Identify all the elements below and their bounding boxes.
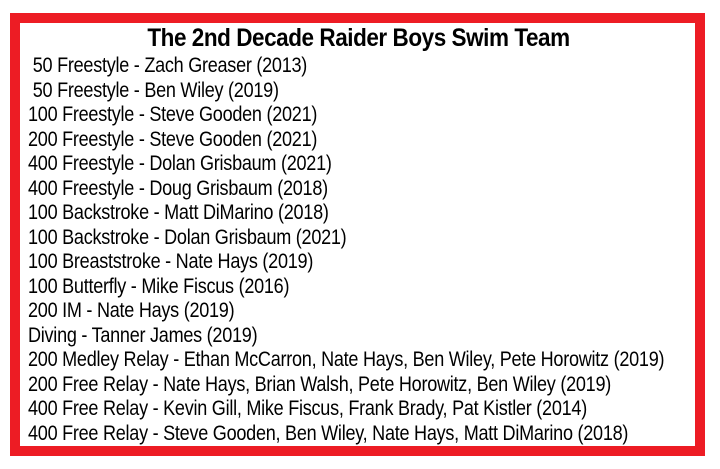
sign-content: The 2nd Decade Raider Boys Swim Team 50 … xyxy=(20,23,695,446)
record-line: 200 Medley Relay - Ethan McCarron, Nate … xyxy=(28,348,665,371)
record-line: 200 Freestyle - Steve Gooden (2021) xyxy=(28,127,318,151)
record-line: 100 Breaststroke - Nate Hays (2019) xyxy=(28,250,314,273)
record-line: 400 Freestyle - Doug Grisbaum (2018) xyxy=(28,176,328,200)
red-border-frame: The 2nd Decade Raider Boys Swim Team 50 … xyxy=(10,13,705,456)
record-line: 50 Freestyle - Ben Wiley (2019) xyxy=(28,78,279,102)
record-line: 200 IM - Nate Hays (2019) xyxy=(28,299,235,322)
record-line: 100 Backstroke - Dolan Grisbaum (2021) xyxy=(28,225,347,249)
records-list: 50 Freestyle - Zach Greaser (2013) 50 Fr… xyxy=(28,54,689,446)
page-title: The 2nd Decade Raider Boys Swim Team xyxy=(147,24,570,52)
record-line: 100 Backstroke - Matt DiMarino (2018) xyxy=(28,201,329,224)
record-line: Diving - Tanner James (2019) xyxy=(28,323,258,347)
record-line: 400 Free Relay - Steve Gooden, Ben Wiley… xyxy=(28,421,629,445)
record-line: 100 Butterfly - Mike Fiscus (2016) xyxy=(28,274,290,298)
record-line: 400 Freestyle - Dolan Grisbaum (2021) xyxy=(28,152,332,175)
record-line: 400 Free Relay - Kevin Gill, Mike Fiscus… xyxy=(28,397,587,420)
record-line: 100 Freestyle - Steve Gooden (2021) xyxy=(28,103,318,126)
record-line: 200 Free Relay - Nate Hays, Brian Walsh,… xyxy=(28,372,611,396)
record-line: 50 Freestyle - Zach Greaser (2013) xyxy=(28,54,308,77)
